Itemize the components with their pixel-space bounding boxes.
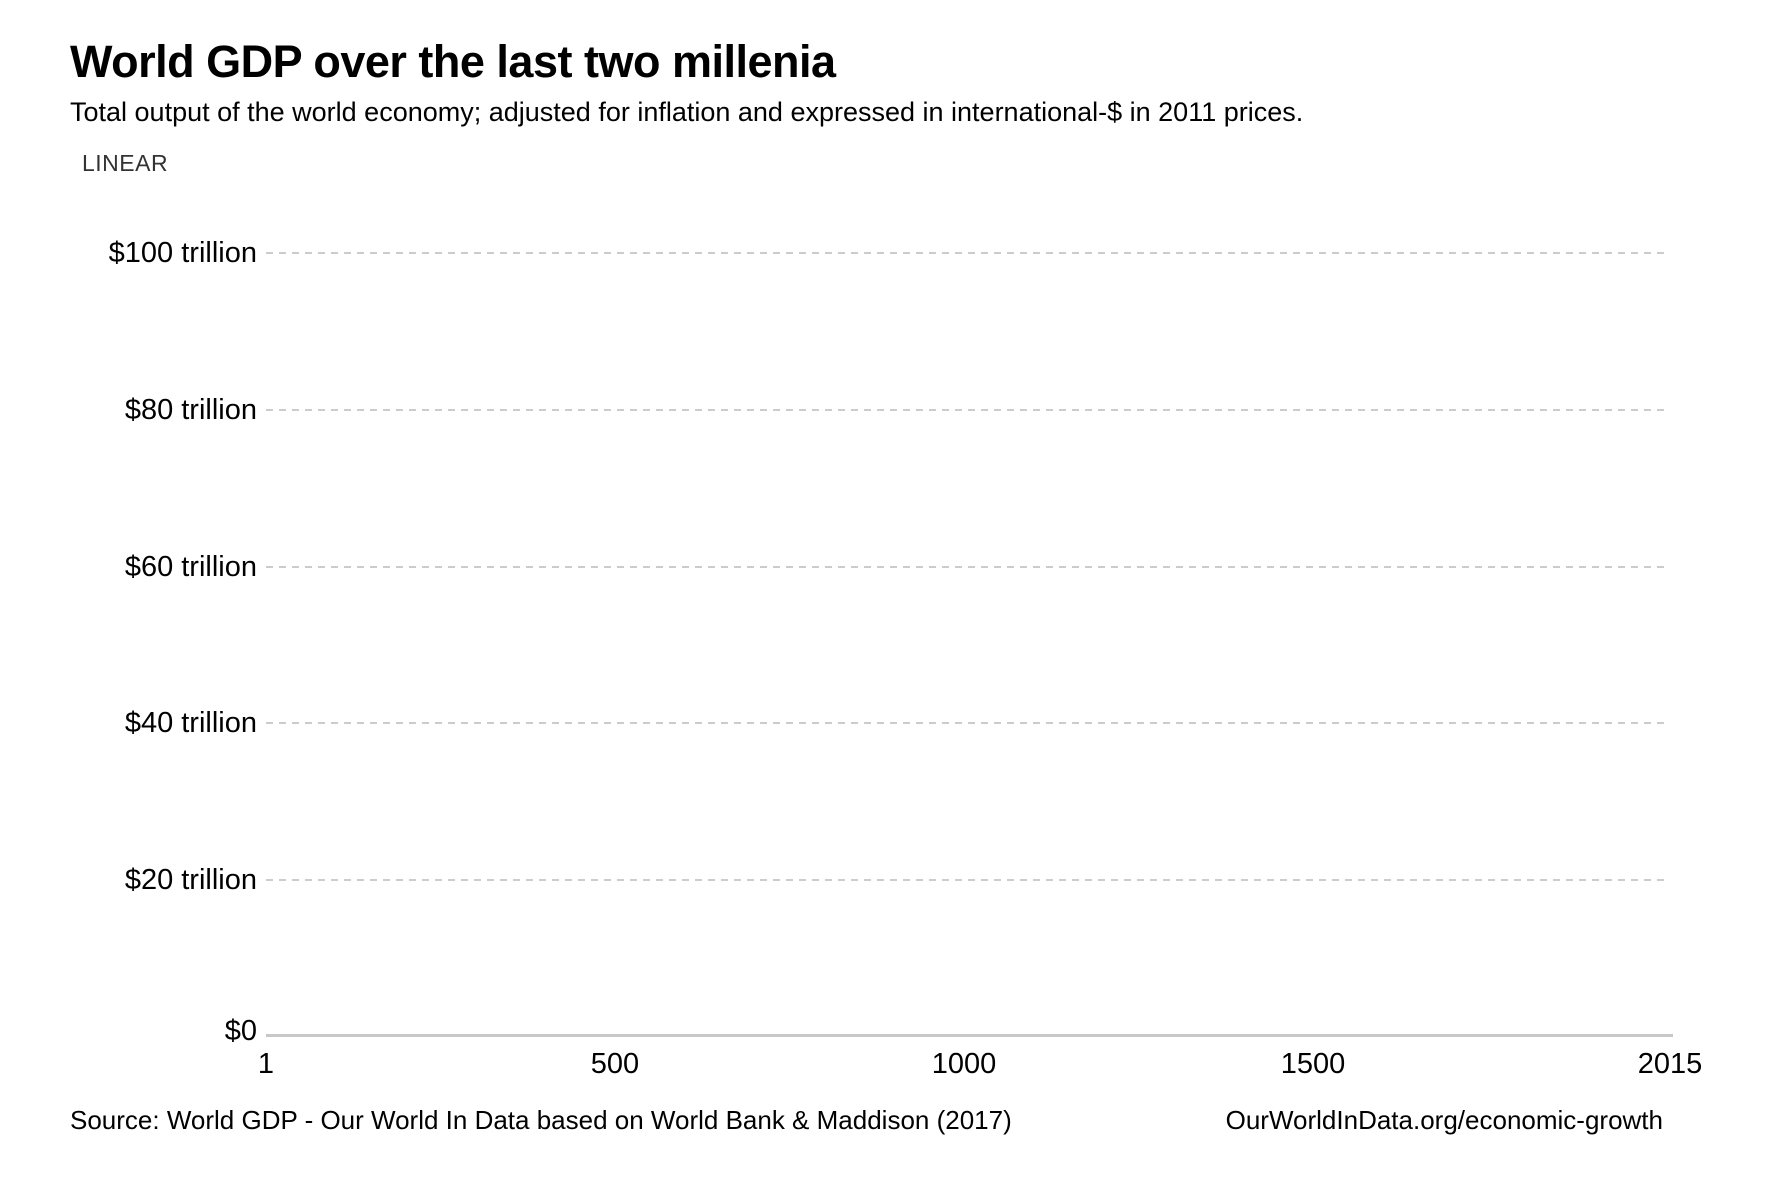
chart-subtitle: Total output of the world economy; adjus… (70, 97, 1304, 127)
xtick-year-500: 500 (590, 1048, 640, 1080)
xtick-year-1500: 1500 (1280, 1048, 1346, 1080)
gridline-100-trillion (266, 252, 1664, 254)
gridline-40-trillion (266, 722, 1664, 724)
linear-log-scale-toggle[interactable]: LINEAR (82, 150, 169, 176)
xtick-year-2015: 2015 (1637, 1048, 1703, 1080)
ytick-80-trillion: $80 trillion (124, 394, 257, 426)
x-axis-line (266, 1034, 1673, 1037)
source-note: Source: World GDP - Our World In Data ba… (70, 1105, 1012, 1135)
gridline-80-trillion (266, 409, 1664, 411)
owid-url-link[interactable]: OurWorldInData.org/economic-growth (1225, 1105, 1663, 1135)
xtick-year-1: 1 (257, 1048, 275, 1080)
chart-title: World GDP over the last two millenia (70, 36, 836, 87)
ytick-40-trillion: $40 trillion (124, 707, 257, 739)
ytick-20-trillion: $20 trillion (124, 864, 257, 896)
gridline-20-trillion (266, 879, 1664, 881)
ytick-100-trillion: $100 trillion (108, 237, 257, 269)
xtick-year-1000: 1000 (931, 1048, 997, 1080)
ytick-60-trillion: $60 trillion (124, 551, 257, 583)
gridline-60-trillion (266, 566, 1664, 568)
ytick-0: $0 (224, 1015, 257, 1047)
